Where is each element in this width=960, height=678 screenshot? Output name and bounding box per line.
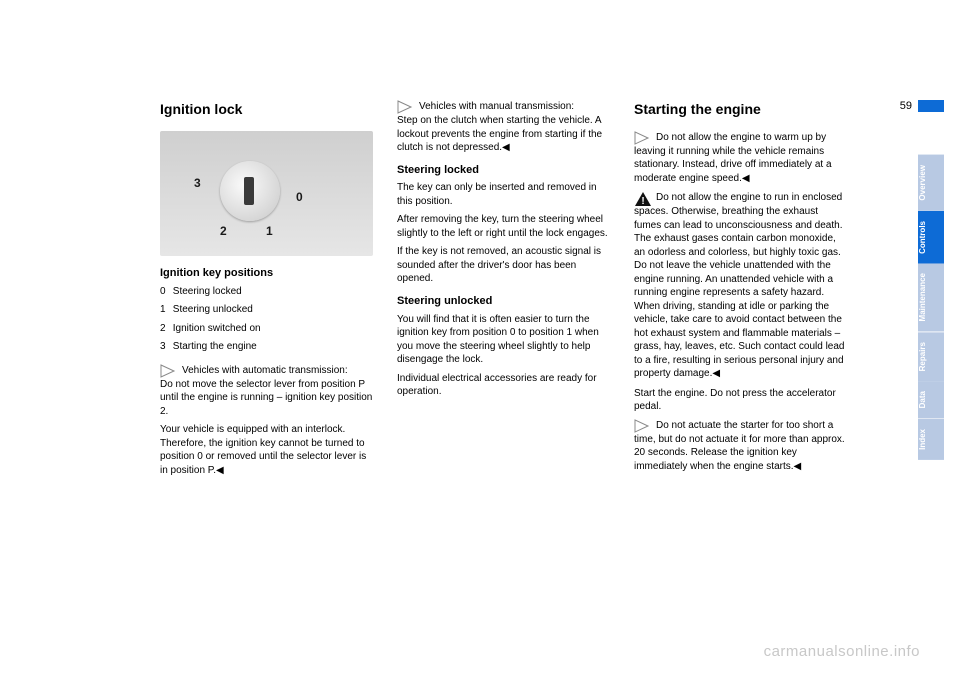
figure-ignition-lock: 0 1 2 3 [160,131,373,256]
side-tabs: Overview Controls Maintenance Repairs Da… [918,155,944,460]
body-text: Individual electrical accessories are re… [397,372,610,399]
heading-steering-locked: Steering locked [397,163,610,178]
page-accent-bar [918,100,944,112]
body-text: After removing the key, turn the steer­i… [397,213,610,240]
column-1: Ignition lock 0 1 2 3 Ignition key posit… [160,100,373,600]
warning-exhaust: ! Do not allow the engine to run in encl… [634,191,847,381]
figure-label-2: 2 [220,223,227,239]
page-content: Ignition lock 0 1 2 3 Ignition key posit… [160,100,880,600]
warning-icon: ! [634,191,652,205]
note-text: Vehicles with manual transmis­sion: [419,101,574,112]
note-text: Your vehicle is equipped with an inter­l… [160,423,373,477]
watermark: carmanualsonline.info [764,643,920,660]
ignition-slot [244,177,254,205]
figure-label-3: 3 [194,175,201,191]
tab-overview[interactable]: Overview [918,155,944,211]
arrow-icon [160,364,178,378]
note-manual-transmission: Vehicles with manual transmis­sion: Step… [397,100,610,155]
tab-repairs[interactable]: Repairs [918,332,944,381]
page-number: 59 [900,100,912,112]
note-text: Do not allow the engine to warm up by le… [634,132,832,184]
arrow-icon [397,100,415,114]
heading-key-positions: Ignition key positions [160,266,373,281]
note-text: Vehicles with automatic transmis­sion: [182,365,348,376]
figure-label-0: 0 [296,189,303,205]
note-engine-warmup: Do not allow the engine to warm up by le… [634,131,847,186]
heading-starting-engine: Starting the engine [634,100,847,119]
column-3: Starting the engine Do not allow the eng… [634,100,847,600]
note-text: Do not move the selector lever from posi… [160,378,373,419]
list-item: 1 Steering unlocked [160,303,373,317]
body-text: The key can only be inserted and removed… [397,181,610,208]
note-starter: Do not actuate the starter for too short… [634,419,847,474]
tab-maintenance[interactable]: Maintenance [918,263,944,331]
note-text: Step on the clutch when starting the veh… [397,114,610,155]
tab-data[interactable]: Data [918,381,944,418]
body-text: You will find that it is often easier to… [397,313,610,367]
column-2: Vehicles with manual transmis­sion: Step… [397,100,610,600]
list-item: 2 Ignition switched on [160,322,373,336]
list-item: 3 Starting the engine [160,340,373,354]
heading-ignition-lock: Ignition lock [160,100,373,119]
body-text: Start the engine. Do not press the accel… [634,387,847,414]
body-text: If the key is not removed, an acoustic s… [397,245,610,286]
note-text: Do not actuate the starter for too short… [634,420,845,472]
arrow-icon [634,131,652,145]
svg-text:!: ! [641,196,644,207]
warning-text: Do not allow the engine to run in enclos… [634,192,845,379]
note-auto-transmission: Vehicles with automatic transmis­sion: D… [160,364,373,478]
heading-steering-unlocked: Steering unlocked [397,294,610,309]
figure-label-1: 1 [266,223,273,239]
tab-controls[interactable]: Controls [918,211,944,264]
tab-index[interactable]: Index [918,419,944,460]
list-item: 0 Steering locked [160,285,373,299]
arrow-icon [634,419,652,433]
